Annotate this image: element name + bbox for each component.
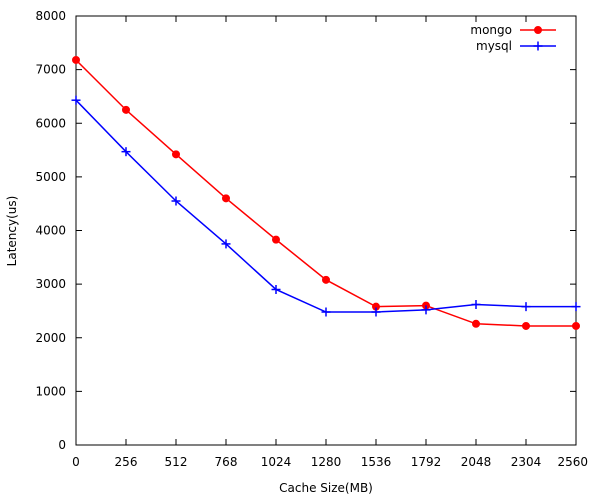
x-tick-label: 2304: [511, 455, 542, 469]
plot-border: [75, 15, 577, 446]
y-tick-label: 6000: [35, 116, 66, 130]
data-point-mongo: [72, 55, 80, 64]
data-point-mongo: [322, 275, 330, 284]
data-point-mysql: [171, 196, 181, 206]
legend-marker: [533, 41, 543, 51]
legend-label: mongo: [470, 23, 512, 37]
series-layer: [71, 55, 581, 330]
legend-label: mysql: [476, 39, 512, 53]
data-point-mongo: [522, 321, 530, 330]
x-tick-label: 2048: [461, 455, 492, 469]
x-axis: 0 256 512 768 1024 1280 1536 1792 2048 2304 2560: [72, 16, 588, 469]
y-tick-label: 0: [58, 438, 66, 452]
x-tick-label: 512: [165, 455, 188, 469]
legend-item-mongo: mongo: [470, 23, 556, 37]
data-point-mysql: [421, 305, 431, 315]
y-tick-label: 5000: [35, 170, 66, 184]
data-point-mongo: [122, 105, 130, 114]
x-tick-label: 768: [215, 455, 238, 469]
x-tick-label: 0: [72, 455, 80, 469]
data-point-mysql: [571, 302, 581, 312]
x-tick-label: 2560: [557, 455, 588, 469]
data-point-mongo: [172, 150, 180, 159]
data-point-mysql: [71, 95, 81, 105]
y-tick-label: 4000: [35, 224, 66, 238]
x-axis-label: Cache Size(MB): [279, 481, 373, 495]
data-point-mysql: [321, 307, 331, 317]
data-point-mysql: [471, 300, 481, 310]
data-point-mysql: [521, 302, 531, 312]
data-point-mysql: [221, 239, 231, 249]
data-point-mongo: [272, 235, 280, 244]
y-tick-label: 8000: [35, 9, 66, 23]
data-point-mongo: [472, 319, 480, 328]
y-axis: 0 1000 2000 3000 4000 5000 6000 7000 8000: [35, 9, 576, 452]
data-point-mysql: [271, 284, 281, 294]
x-tick-label: 1792: [411, 455, 442, 469]
plot-frame: [75, 15, 577, 446]
y-tick-label: 3000: [35, 277, 66, 291]
data-point-mysql: [371, 307, 381, 317]
legend: mongo mysql: [470, 23, 556, 53]
y-tick-label: 7000: [35, 63, 66, 77]
x-tick-label: 256: [115, 455, 138, 469]
legend-item-mysql: mysql: [476, 39, 556, 53]
series-line-mongo: [75, 59, 576, 327]
data-point-mongo: [222, 194, 230, 203]
x-tick-label: 1536: [361, 455, 392, 469]
legend-marker: [534, 26, 542, 34]
series-mysql: [71, 95, 581, 317]
y-axis-label: Latency(us): [5, 196, 19, 267]
y-tick-label: 2000: [35, 331, 66, 345]
series-mongo: [72, 55, 580, 330]
y-tick-label: 1000: [35, 384, 66, 398]
data-point-mongo: [572, 321, 580, 330]
x-tick-label: 1024: [261, 455, 292, 469]
x-tick-label: 1280: [311, 455, 342, 469]
data-point-mysql: [121, 147, 131, 157]
